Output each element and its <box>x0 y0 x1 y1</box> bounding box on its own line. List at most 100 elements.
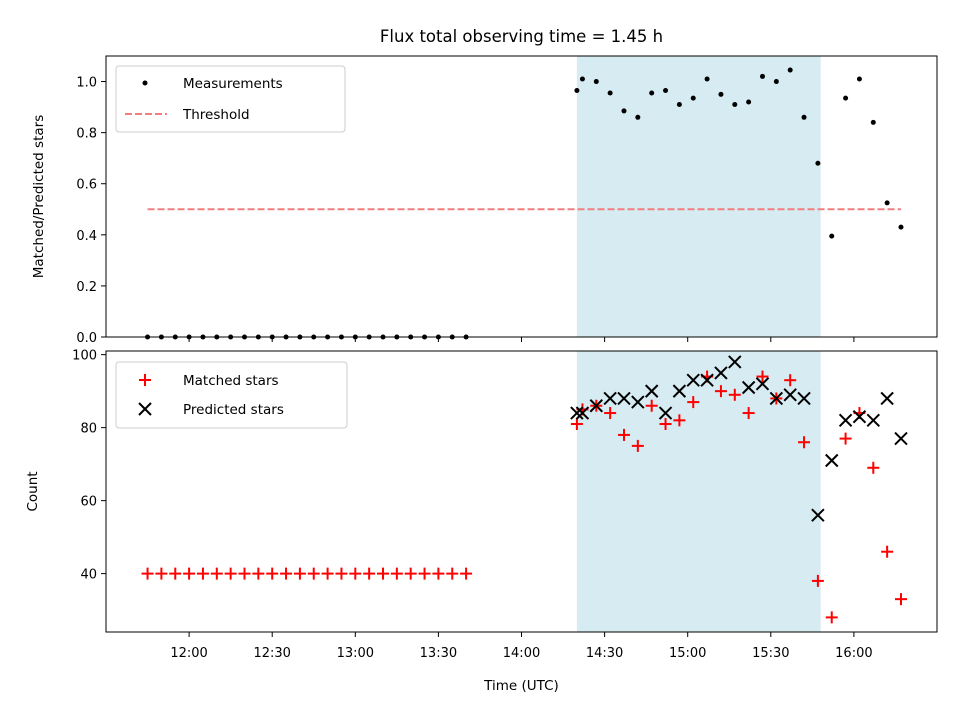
predicted-star-point <box>838 413 853 428</box>
matched-star-point <box>659 417 672 430</box>
predicted-star-stroke-b <box>852 409 867 424</box>
matched-star-point <box>418 567 431 580</box>
predicted-star-stroke-b <box>658 406 673 420</box>
matched-star-point <box>363 567 376 580</box>
measurement-point <box>574 87 580 93</box>
measurement-point <box>746 99 752 105</box>
matched-star-point <box>321 567 334 580</box>
bottom-x-axis: 12:00 12:30 13:00 13:30 14:00 14:30 15:00 15:30… <box>170 632 873 661</box>
predicted-star-stroke-b <box>589 399 603 413</box>
matched-star-point <box>335 567 348 580</box>
matched-star-point <box>446 567 459 580</box>
measurement-point <box>579 76 585 82</box>
legend-measurements-marker <box>142 80 148 86</box>
x-axis-label: Time (UTC) <box>483 678 559 694</box>
predicted-star-stroke-b <box>644 384 659 398</box>
legend-matched-label: Matched stars <box>183 373 279 389</box>
predicted-star-stroke-b <box>755 377 770 391</box>
top-y-tick-label: 0.8 <box>76 127 97 142</box>
x-tick-label: 15:30 <box>752 646 789 661</box>
measurement-point <box>884 200 890 206</box>
measurement-point <box>773 79 779 85</box>
predicted-star-point <box>644 384 659 398</box>
measurement-point <box>829 233 835 239</box>
matched-star-point <box>894 593 907 606</box>
matched-star-point <box>798 436 811 449</box>
matched-star-point <box>617 428 630 441</box>
predicted-star-point <box>783 388 797 402</box>
top-y-axis: 0.0 0.2 0.4 0.6 0.8 1.0 <box>76 76 106 346</box>
bottom-y-axis: 40 60 80 100 <box>72 349 106 583</box>
matched-star-point <box>280 567 293 580</box>
predicted-star-stroke-b <box>603 391 617 406</box>
predicted-star-stroke-b <box>838 413 853 428</box>
predicted-star-stroke-b <box>714 366 728 380</box>
matched-star-point <box>349 567 362 580</box>
top-legend-box <box>115 65 346 133</box>
top-y-axis-label: Matched/Predicted stars <box>31 115 47 278</box>
matched-star-point <box>756 370 769 383</box>
matched-star-point <box>196 567 209 580</box>
predicted-star-stroke-b <box>894 431 908 446</box>
predicted-star-stroke-b <box>797 391 811 406</box>
legend-matched-marker <box>139 374 151 386</box>
predicted-star-point <box>866 413 880 428</box>
bottom-predicted-points <box>570 355 908 522</box>
x-tick-label: 13:00 <box>337 646 374 661</box>
matched-star-point <box>307 567 320 580</box>
matched-star-point <box>169 567 182 580</box>
bottom-y-axis-label: Count <box>25 471 41 511</box>
matched-star-point <box>460 567 473 580</box>
predicted-star-stroke-b <box>672 384 687 398</box>
measurement-point <box>787 67 793 73</box>
predicted-star-point <box>852 409 867 424</box>
predicted-star-point <box>700 373 714 387</box>
matched-star-point <box>714 385 727 398</box>
measurement-point <box>690 95 696 101</box>
predicted-star-stroke-b <box>570 406 584 420</box>
matched-star-point <box>432 567 445 580</box>
predicted-star-point <box>617 391 631 406</box>
matched-star-point <box>867 461 880 474</box>
predicted-star-point <box>894 431 908 446</box>
predicted-star-stroke-b <box>811 508 825 522</box>
measurement-point <box>815 160 821 166</box>
measurement-point <box>607 90 613 96</box>
matched-star-point <box>728 388 741 401</box>
matched-star-point <box>631 439 644 452</box>
matched-star-point <box>404 567 417 580</box>
predicted-star-stroke-b <box>575 406 590 420</box>
matched-star-point <box>687 396 700 409</box>
measurement-point <box>759 73 765 79</box>
top-y-tick-label: 0.2 <box>76 280 97 295</box>
measurement-point <box>704 76 710 82</box>
matched-star-point <box>742 407 755 420</box>
measurement-point <box>635 114 641 120</box>
top-y-tick-label: 1.0 <box>76 76 97 91</box>
matched-star-point <box>390 567 403 580</box>
predicted-star-point <box>880 391 894 406</box>
legend-threshold-label: Threshold <box>182 107 250 123</box>
matched-star-point <box>784 374 797 387</box>
predicted-star-stroke-b <box>880 391 894 406</box>
predicted-star-stroke-b <box>769 391 784 406</box>
matched-star-point <box>839 432 852 445</box>
matched-star-point <box>183 567 196 580</box>
predicted-star-point <box>589 399 603 413</box>
predicted-star-stroke-b <box>728 355 742 369</box>
matched-star-point <box>155 567 168 580</box>
x-tick-label: 12:00 <box>170 646 207 661</box>
predicted-star-point <box>603 391 617 406</box>
top-shaded-interval <box>576 56 821 337</box>
bottom-legend: Matched stars Predicted stars <box>115 361 348 429</box>
matched-star-point <box>811 574 824 587</box>
matched-star-point <box>673 414 686 427</box>
measurement-point <box>649 90 655 96</box>
matched-star-point <box>252 567 265 580</box>
matched-star-point <box>570 417 583 430</box>
top-panel: 0.0 0.2 0.4 0.6 0.8 1.0 Matched/Predicted sta… <box>31 55 938 346</box>
matched-star-point <box>266 567 279 580</box>
predicted-star-point <box>741 380 756 395</box>
predicted-star-stroke-b <box>700 373 714 387</box>
measurement-point <box>676 102 682 108</box>
